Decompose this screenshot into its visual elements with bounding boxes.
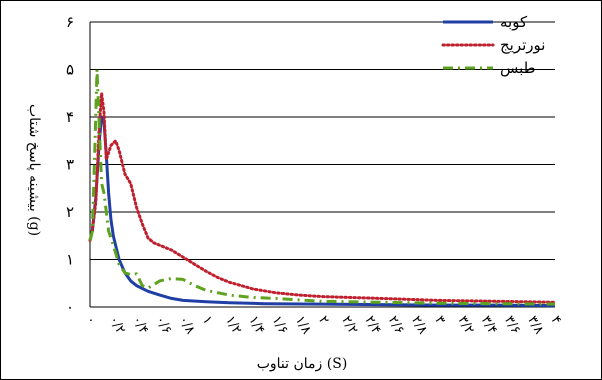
series-lines: [88, 68, 557, 308]
x-tick-label: ۲/۲: [338, 314, 360, 337]
x-tick-label: ۳: [431, 314, 447, 328]
x-tick-label: ۱/۲: [222, 314, 244, 337]
x-tick-label: ۳/۸: [524, 314, 546, 337]
x-tick-label: ۲/۶: [385, 314, 407, 337]
axes: [89, 22, 555, 308]
y-tick-label: ۱: [66, 251, 74, 269]
x-tick-label: ۳/۲: [455, 314, 477, 337]
x-tick-label: ۰/۶: [152, 314, 174, 337]
x-tick-label: ۱/۸: [292, 314, 314, 337]
x-tick-label: ۳/۶: [501, 314, 523, 337]
legend-label-1: نورتریج: [500, 36, 545, 54]
x-tick-label: ۴: [548, 314, 564, 328]
x-tick-label: ۱/۶: [269, 314, 291, 337]
legend-label-0: کوبه: [500, 13, 528, 31]
series-line-1: [88, 91, 557, 304]
x-tick-label: ۱: [199, 314, 215, 328]
y-tick-labels: ۰ ۱ ۲ ۳ ۴ ۵ ۶: [66, 13, 74, 316]
y-tick-label: ۳: [66, 156, 74, 174]
legend: کوبه نورتریج طبس: [441, 13, 545, 77]
legend-label-2: طبس: [500, 59, 536, 77]
x-tick-label: ۰/۴: [129, 314, 151, 337]
x-axis-title: زمان تناوب (S): [257, 356, 348, 372]
y-tick-label: ۲: [66, 203, 74, 221]
y-tick-label: ۰: [66, 298, 74, 316]
grid-lines: [90, 21, 555, 260]
y-tick-label: ۴: [66, 108, 74, 126]
x-tick-label: ۱/۴: [245, 314, 267, 337]
series-line-0: [88, 115, 556, 308]
x-tick-label: ۰: [83, 314, 99, 328]
x-tick-label: ۲: [315, 314, 331, 328]
series-line-2: [88, 68, 556, 306]
y-tick-label: ۶: [66, 13, 74, 31]
y-axis-title: بیشینه پاسخ شتاب (g): [26, 104, 42, 236]
x-tick-label: ۲/۸: [408, 314, 430, 337]
x-tick-label: ۳/۴: [478, 314, 500, 337]
y-tick-label: ۵: [66, 61, 74, 79]
x-tick-label: ۰/۲: [106, 314, 128, 337]
x-tick-label: ۰/۸: [176, 314, 198, 337]
x-tick-labels: ۰ ۰/۲ ۰/۴ ۰/۶ ۰/۸ ۱ ۱/۲ ۱/۴ ۱/۶ ۱/۸ ۲ ۲/۲ ۲/۴ ۲/۶ ۲/۸ ۳…: [83, 314, 564, 337]
x-tick-label: ۲/۴: [362, 314, 384, 337]
